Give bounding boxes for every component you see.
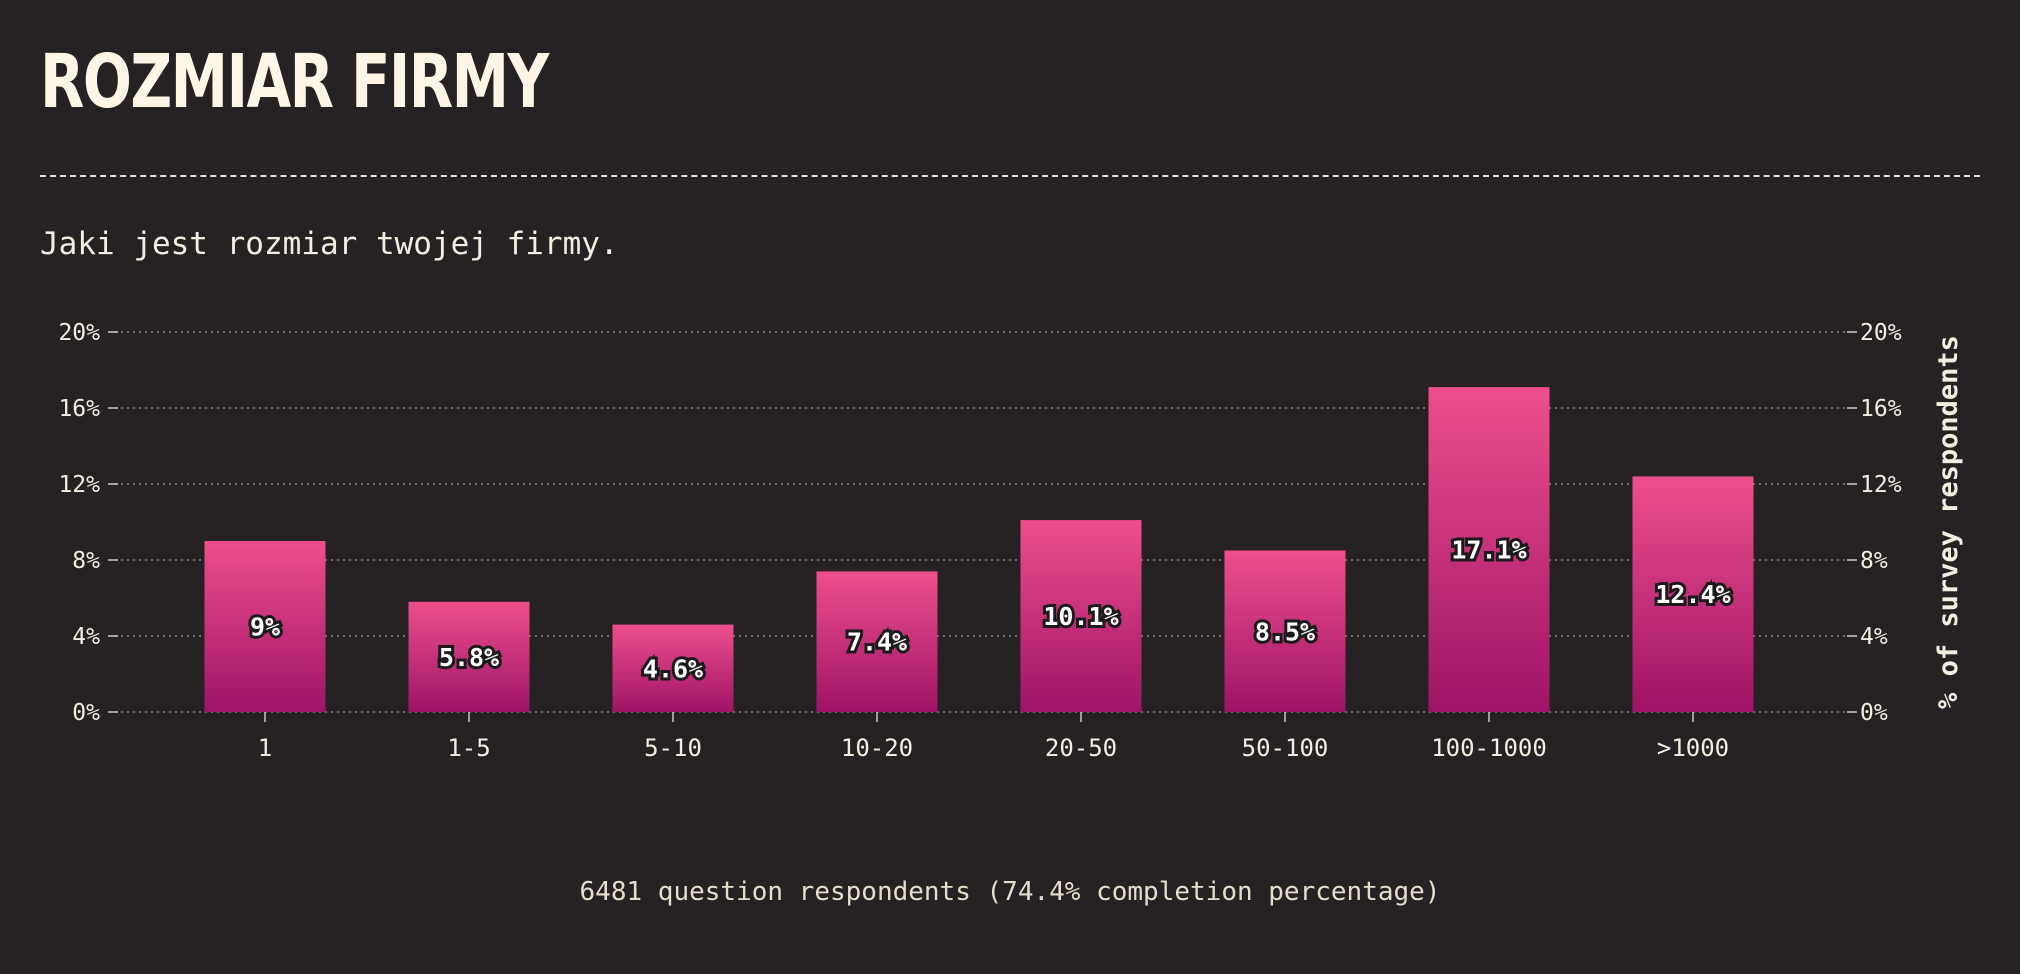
bar-value-label: 5.8% — [439, 643, 499, 672]
y-tick-label-right: 16% — [1860, 396, 1902, 422]
y-tick-label-right: 20% — [1860, 320, 1902, 346]
bar-100-1000 — [1428, 387, 1550, 712]
bar-value-label: 17.1% — [1451, 536, 1526, 565]
y-tick-label-left: 8% — [72, 548, 100, 574]
y-tick-label-left: 20% — [58, 320, 100, 346]
bar-value-label: 4.6% — [643, 654, 703, 683]
bar-10-20 — [816, 571, 938, 712]
title-divider — [40, 175, 1980, 177]
chart-subtitle: Jaki jest rozmiar twojej firmy. — [40, 226, 619, 262]
bar-value-label: 12.4% — [1655, 580, 1730, 609]
chart-title: ROZMIAR FIRMY — [40, 39, 549, 125]
y-tick-label-left: 16% — [58, 396, 100, 422]
y-tick-label-left: 0% — [72, 700, 100, 726]
bar-chart: 9% 5.8% 4.6% 7.4% 10.1% 8.5% 17.1% 12.4% 0% 0% 4%… — [58, 320, 1964, 762]
x-tick-label: 1-5 — [447, 734, 490, 762]
y-tick-label-left: 4% — [72, 624, 100, 650]
y-tick-label-right: 0% — [1860, 700, 1888, 726]
x-tick-label: 100-1000 — [1431, 734, 1547, 762]
bar-value-label: 10.1% — [1043, 602, 1118, 631]
bar-1 — [204, 541, 326, 712]
bar-5-10 — [612, 624, 734, 712]
x-tick-label: 5-10 — [644, 734, 702, 762]
y-tick-label-right: 8% — [1860, 548, 1888, 574]
bar-50-100 — [1224, 550, 1346, 712]
bar-value-label: 9% — [250, 613, 280, 642]
respondents-footnote: 6481 question respondents (74.4% complet… — [579, 877, 1441, 907]
bar->1000 — [1632, 476, 1754, 712]
bar-value-label: 7.4% — [847, 628, 907, 657]
bar-1-5 — [408, 601, 530, 712]
y-axis-title: % of survey respondents — [1933, 335, 1964, 709]
x-tick-label: 1 — [258, 734, 272, 762]
x-tick-label: >1000 — [1657, 734, 1729, 762]
x-tick-label: 50-100 — [1242, 734, 1329, 762]
x-tick-label: 10-20 — [841, 734, 913, 762]
bar-20-50 — [1020, 520, 1142, 712]
y-tick-label-right: 12% — [1860, 472, 1902, 498]
y-tick-label-left: 12% — [58, 472, 100, 498]
x-tick-label: 20-50 — [1045, 734, 1117, 762]
y-tick-label-right: 4% — [1860, 624, 1888, 650]
bar-value-label: 8.5% — [1255, 617, 1315, 646]
